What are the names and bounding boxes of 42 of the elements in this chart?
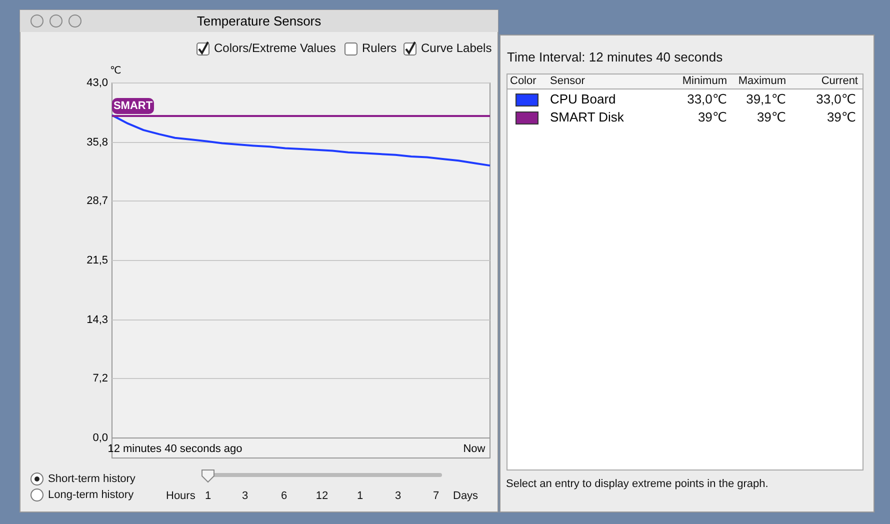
y-tick-label: 0,0 bbox=[92, 432, 108, 444]
text: 39℃ bbox=[756, 109, 786, 124]
text: Color bbox=[510, 74, 537, 87]
y-tick-label: 35,8 bbox=[86, 136, 108, 148]
text: Current bbox=[821, 74, 858, 87]
legend-label: CPU Board bbox=[550, 91, 616, 106]
text: 1 bbox=[204, 490, 212, 502]
text: Rulers bbox=[362, 41, 397, 56]
y-tick-label: 28,7 bbox=[86, 194, 108, 207]
text: 1 bbox=[356, 490, 364, 502]
y-tick-label: 21,5 bbox=[86, 254, 108, 266]
text: Time Interval: 12 minutes 40 seconds bbox=[507, 49, 724, 64]
y-tick-label: 14,3 bbox=[86, 314, 108, 326]
legend-label: SMART Disk bbox=[550, 109, 624, 124]
text: Sensor bbox=[550, 74, 586, 87]
y-axis-title: ℃ bbox=[110, 66, 122, 77]
text: Select an entry to display extreme points in the graph. bbox=[506, 478, 768, 490]
y-tick-label: 7,2 bbox=[92, 372, 108, 384]
text: 6 bbox=[280, 490, 288, 502]
text: 39,1℃ bbox=[746, 91, 786, 106]
text: 7 bbox=[432, 490, 440, 502]
text: Long-term history bbox=[48, 488, 134, 501]
text: 12 bbox=[316, 490, 328, 502]
x-tick-label: Now bbox=[463, 442, 486, 455]
text: 3 bbox=[242, 490, 248, 502]
text: 33,0℃ bbox=[816, 91, 856, 106]
annotation: SMART bbox=[113, 100, 153, 112]
text: Days bbox=[453, 490, 479, 502]
text: Minimum bbox=[682, 74, 727, 87]
x-tick-label: 12 minutes 40 seconds ago bbox=[108, 442, 242, 455]
text: 39℃ bbox=[698, 109, 727, 124]
text: 33,0℃ bbox=[687, 91, 727, 106]
text: Colors/Extreme Values bbox=[214, 41, 336, 56]
chart-title: Temperature Sensors bbox=[196, 13, 322, 28]
text: Short-term history bbox=[48, 472, 136, 485]
line-series bbox=[111, 114, 491, 167]
text: 39℃ bbox=[826, 109, 856, 124]
text: Curve Labels bbox=[421, 41, 492, 56]
text: 3 bbox=[394, 490, 402, 502]
y-tick-label: 43,0 bbox=[86, 76, 108, 89]
text: Hours bbox=[166, 490, 196, 502]
text: Maximum bbox=[738, 74, 786, 87]
